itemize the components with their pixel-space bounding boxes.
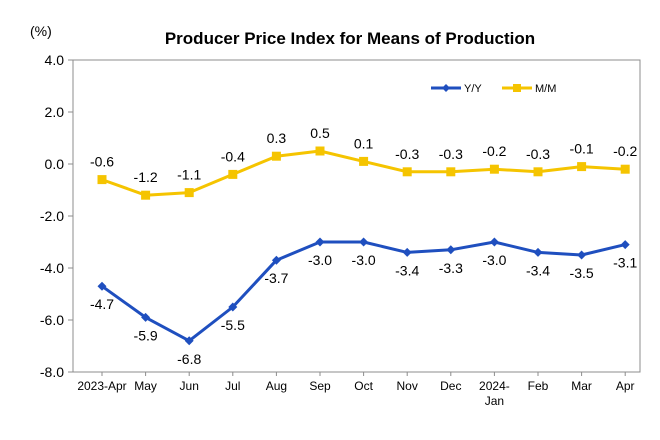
- x-tick-label: Jan: [485, 394, 504, 408]
- data-point-m-m: [184, 188, 194, 198]
- data-labels: -4.7 -5.9 -6.8 -5.5 -3.7 -3.0 -3.0 -3.4 -3.3 -3.0…: [90, 125, 638, 367]
- data-point-m-m: [315, 146, 325, 156]
- data-label-y-y: -5.5: [221, 317, 245, 333]
- data-label-y-y: -5.9: [134, 327, 158, 343]
- x-tick-label: Sep: [309, 379, 331, 393]
- data-point-m-m: [141, 190, 151, 200]
- data-point-y-y: [228, 302, 238, 312]
- data-label-y-y: -3.3: [439, 260, 463, 276]
- x-tick-label: Oct: [354, 379, 373, 393]
- y-tick-label: 0.0: [45, 156, 65, 172]
- data-label-y-y: -6.8: [177, 351, 201, 367]
- x-tick-label: 2023-Apr: [77, 379, 126, 393]
- legend: Y/Y M/M: [431, 83, 556, 95]
- data-label-y-y: -3.4: [395, 262, 419, 278]
- y-tick-label: -6.0: [40, 312, 64, 328]
- x-tick-label: Feb: [528, 379, 549, 393]
- y-tick-label: 4.0: [45, 52, 65, 68]
- data-point-m-m: [533, 167, 543, 177]
- y-axis-unit: (%): [30, 23, 52, 39]
- series-layer: [97, 146, 630, 346]
- data-label-m-m: -0.2: [482, 143, 506, 159]
- data-label-m-m: -0.4: [221, 148, 245, 164]
- chart-title: Producer Price Index for Means of Produc…: [165, 29, 535, 48]
- data-label-y-y: -4.7: [90, 296, 114, 312]
- x-tick-label: Aug: [266, 379, 287, 393]
- data-label-y-y: -3.4: [526, 262, 550, 278]
- data-point-m-m: [228, 169, 238, 179]
- data-label-y-y: -3.0: [308, 252, 332, 268]
- x-tick-label: May: [134, 379, 157, 393]
- data-label-m-m: -0.6: [90, 154, 114, 170]
- data-point-y-y: [271, 255, 281, 265]
- data-point-y-y: [620, 240, 630, 250]
- x-tick-label: Nov: [397, 379, 418, 393]
- data-point-y-y: [533, 247, 543, 257]
- data-label-y-y: -3.7: [264, 270, 288, 286]
- data-point-y-y: [489, 237, 499, 247]
- data-point-y-y: [184, 336, 194, 346]
- data-point-y-y: [97, 281, 107, 291]
- legend-label-m-m: M/M: [535, 83, 556, 95]
- data-point-m-m: [577, 162, 587, 172]
- data-label-y-y: -3.1: [613, 255, 637, 271]
- data-point-y-y: [315, 237, 325, 247]
- y-tick-label: -4.0: [40, 260, 64, 276]
- data-point-m-m: [271, 151, 281, 161]
- data-label-m-m: -1.1: [177, 167, 201, 183]
- data-label-m-m: -0.3: [526, 146, 550, 162]
- x-tick-label: Apr: [616, 379, 635, 393]
- axes: 4.0 2.0 0.0 -2.0 -4.0 -6.0 -8.0 2023-Apr May Jun J…: [40, 52, 641, 408]
- data-point-m-m: [97, 175, 107, 185]
- x-tick-label: Dec: [440, 379, 461, 393]
- data-label-m-m: 0.5: [310, 125, 330, 141]
- data-point-m-m: [489, 164, 499, 174]
- data-label-y-y: -3.0: [482, 252, 506, 268]
- data-point-m-m: [620, 164, 630, 174]
- data-label-m-m: -0.2: [613, 143, 637, 159]
- data-label-m-m: 0.3: [267, 130, 287, 146]
- data-point-y-y: [446, 245, 456, 255]
- data-point-y-y: [359, 237, 369, 247]
- y-tick-label: -2.0: [40, 208, 64, 224]
- data-point-m-m: [402, 167, 412, 177]
- x-tick-label: Jun: [180, 379, 199, 393]
- data-label-m-m: 0.1: [354, 135, 374, 151]
- data-point-y-y: [402, 247, 412, 257]
- data-label-m-m: -0.1: [570, 141, 594, 157]
- y-tick-label: -8.0: [40, 364, 64, 380]
- x-tick-label: 2024-: [479, 379, 510, 393]
- data-label-m-m: -0.3: [439, 146, 463, 162]
- legend-marker-m-m: [513, 84, 521, 92]
- data-label-m-m: -1.2: [134, 169, 158, 185]
- data-point-m-m: [359, 156, 369, 166]
- x-tick-label: Mar: [571, 379, 592, 393]
- y-tick-label: 2.0: [45, 104, 65, 120]
- legend-marker-y-y: [442, 84, 450, 92]
- data-point-y-y: [141, 312, 151, 322]
- data-label-y-y: -3.5: [570, 265, 594, 281]
- data-point-m-m: [446, 167, 456, 177]
- data-label-m-m: -0.3: [395, 146, 419, 162]
- data-label-y-y: -3.0: [352, 252, 376, 268]
- legend-label-y-y: Y/Y: [464, 83, 482, 95]
- data-point-y-y: [577, 250, 587, 260]
- x-tick-label: Jul: [225, 379, 240, 393]
